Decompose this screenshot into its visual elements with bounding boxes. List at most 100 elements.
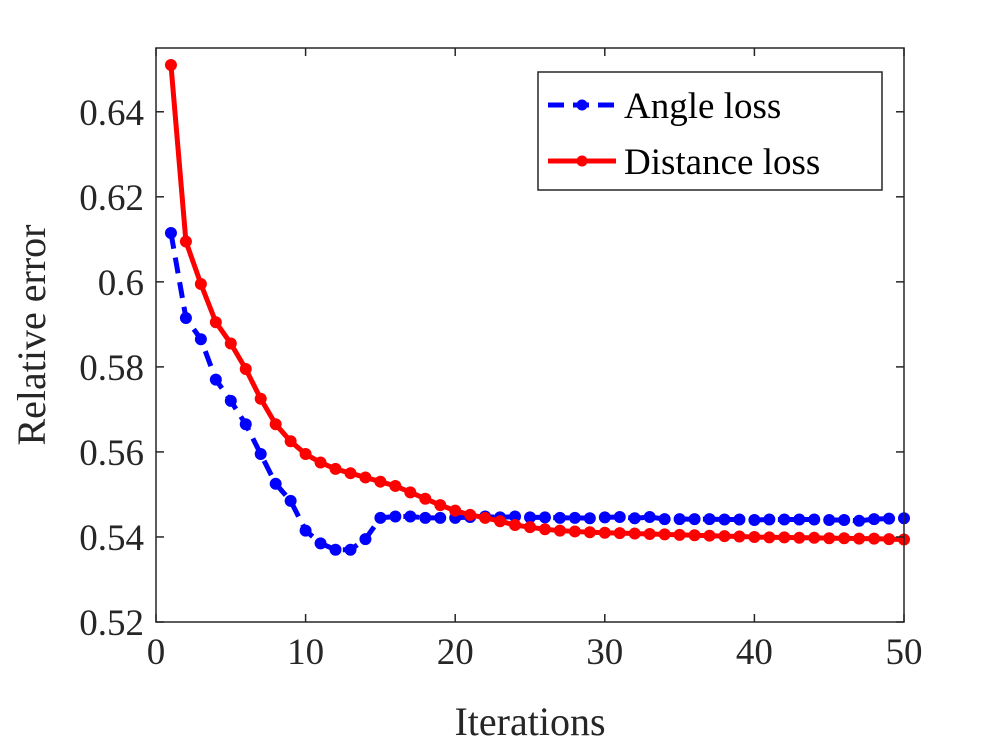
data-point-distance-loss — [838, 532, 851, 545]
data-point-angle-loss — [344, 543, 357, 556]
data-point-angle-loss — [883, 512, 896, 525]
x-tick-label: 30 — [586, 632, 623, 673]
data-point-angle-loss — [164, 226, 177, 239]
data-point-angle-loss — [703, 513, 716, 526]
data-point-angle-loss — [748, 513, 761, 526]
data-point-distance-loss — [359, 471, 372, 484]
data-point-distance-loss — [673, 528, 686, 541]
data-point-distance-loss — [628, 527, 641, 540]
y-tick-label: 0.52 — [79, 603, 144, 644]
data-point-angle-loss — [359, 533, 372, 546]
data-point-distance-loss — [179, 235, 192, 248]
data-point-angle-loss — [194, 333, 207, 346]
data-point-distance-loss — [314, 456, 327, 469]
data-point-angle-loss — [823, 513, 836, 526]
data-point-distance-loss — [479, 511, 492, 524]
x-tick-label: 40 — [736, 632, 773, 673]
data-point-angle-loss — [538, 511, 551, 524]
data-point-distance-loss — [254, 392, 267, 405]
data-point-distance-loss — [853, 532, 866, 545]
data-point-angle-loss — [269, 477, 282, 490]
data-point-distance-loss — [583, 526, 596, 539]
data-point-angle-loss — [404, 510, 417, 523]
data-point-angle-loss — [628, 512, 641, 525]
data-point-distance-loss — [868, 532, 881, 545]
series-layer — [164, 59, 910, 556]
data-point-distance-loss — [658, 528, 671, 541]
axes-layer — [155, 47, 905, 623]
data-point-distance-loss — [164, 59, 177, 72]
legend-marker-angle-loss — [576, 99, 588, 111]
data-point-angle-loss — [314, 537, 327, 550]
data-point-angle-loss — [793, 513, 806, 526]
data-point-distance-loss — [643, 527, 656, 540]
data-point-distance-loss — [284, 435, 297, 448]
data-point-angle-loss — [284, 494, 297, 507]
data-point-distance-loss — [793, 531, 806, 544]
ticks-layer: 0 10 20 30 40 50 0.52 0.54 0.56 0.58 0.6 0.62 0.64 — [79, 48, 923, 673]
data-point-angle-loss — [598, 511, 611, 524]
data-point-angle-loss — [254, 448, 267, 461]
x-axis-label: Iterations — [454, 699, 605, 744]
data-point-angle-loss — [224, 394, 237, 407]
data-point-angle-loss — [658, 513, 671, 526]
y-tick-label: 0.62 — [79, 178, 144, 219]
data-point-distance-loss — [299, 448, 312, 461]
data-point-distance-loss — [808, 531, 821, 544]
data-point-angle-loss — [763, 513, 776, 526]
data-point-angle-loss — [733, 513, 746, 526]
data-point-distance-loss — [778, 531, 791, 544]
data-point-distance-loss — [269, 418, 282, 431]
data-point-angle-loss — [389, 510, 402, 523]
legend-marker-distance-loss — [576, 155, 588, 167]
data-point-distance-loss — [613, 527, 626, 540]
data-point-distance-loss — [598, 526, 611, 539]
data-point-distance-loss — [389, 479, 402, 492]
data-point-angle-loss — [209, 373, 222, 386]
legend: Angle loss Distance loss — [537, 71, 883, 191]
data-point-angle-loss — [673, 513, 686, 526]
data-point-angle-loss — [419, 511, 432, 524]
data-point-distance-loss — [748, 530, 761, 543]
data-point-distance-loss — [823, 532, 836, 545]
data-point-distance-loss — [494, 515, 507, 528]
data-point-distance-loss — [194, 277, 207, 290]
data-point-angle-loss — [568, 511, 581, 524]
data-point-angle-loss — [718, 513, 731, 526]
data-point-distance-loss — [329, 462, 342, 475]
legend-label-distance-loss: Distance loss — [624, 142, 820, 183]
y-tick-label: 0.54 — [79, 518, 144, 559]
data-point-distance-loss — [509, 519, 522, 532]
data-point-distance-loss — [553, 524, 566, 537]
data-point-angle-loss — [643, 510, 656, 523]
data-point-distance-loss — [239, 363, 252, 376]
data-point-angle-loss — [583, 512, 596, 525]
x-tick-label: 10 — [287, 632, 324, 673]
data-point-distance-loss — [538, 523, 551, 536]
y-axis-label: Relative error — [9, 225, 54, 446]
data-point-distance-loss — [419, 492, 432, 505]
data-point-distance-loss — [209, 316, 222, 329]
legend-items — [548, 99, 616, 167]
data-point-angle-loss — [613, 510, 626, 523]
data-point-angle-loss — [808, 513, 821, 526]
y-tick-label: 0.6 — [98, 263, 144, 304]
data-point-distance-loss — [224, 337, 237, 350]
data-point-distance-loss — [733, 530, 746, 543]
data-point-angle-loss — [688, 513, 701, 526]
data-point-angle-loss — [329, 543, 342, 556]
data-point-distance-loss — [883, 533, 896, 546]
data-point-distance-loss — [404, 486, 417, 499]
legend-box — [537, 71, 883, 191]
data-point-distance-loss — [763, 531, 776, 544]
x-tick-label: 50 — [886, 632, 923, 673]
data-point-angle-loss — [868, 513, 881, 526]
data-point-distance-loss — [718, 530, 731, 543]
data-point-angle-loss — [374, 511, 387, 524]
plot-frame — [155, 47, 905, 623]
data-point-angle-loss — [778, 513, 791, 526]
data-point-distance-loss — [374, 475, 387, 488]
data-point-angle-loss — [179, 311, 192, 324]
data-point-distance-loss — [464, 508, 477, 521]
